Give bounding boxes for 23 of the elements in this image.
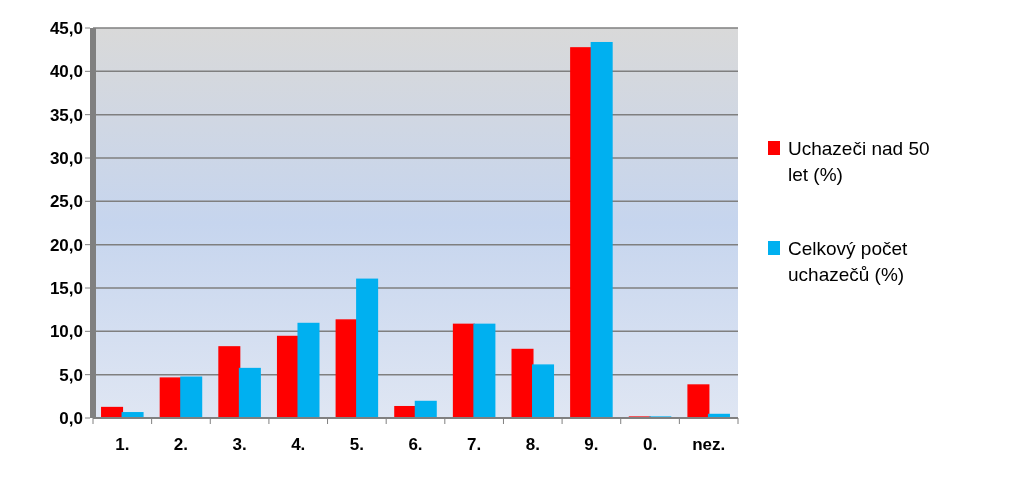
- legend-label: Celkový počet uchazečů (%): [788, 237, 909, 285]
- y-tick-label: 30,0: [49, 148, 83, 168]
- x-tick-label: 6.: [408, 435, 423, 454]
- y-tick-label: 35,0: [49, 105, 83, 125]
- x-tick-label: 3.: [232, 435, 247, 454]
- x-tick-label: 4.: [291, 435, 306, 454]
- x-tick-label: 7.: [467, 435, 482, 454]
- y-tick-label: 20,0: [49, 235, 83, 255]
- x-tick-label: 9.: [584, 435, 599, 454]
- y-tick-label: 5,0: [59, 365, 83, 385]
- y-tick-label: 25,0: [49, 192, 83, 212]
- legend-label: Uchazeči nad 50 let (%): [788, 137, 930, 185]
- y-tick-label: 15,0: [49, 278, 83, 298]
- x-tick-label: 5.: [349, 435, 364, 454]
- x-tick-label: 0.: [642, 435, 658, 454]
- x-tick-label: 1.: [115, 435, 130, 454]
- y-tick-label: 10,0: [49, 322, 83, 342]
- y-tick-label: 45,0: [49, 18, 83, 38]
- y-tick-label: 0,0: [59, 408, 83, 428]
- x-tick-label: nez.: [692, 435, 726, 454]
- x-tick-label: 8.: [525, 435, 540, 454]
- y-tick-label: 40,0: [49, 62, 83, 82]
- x-tick-label: 2.: [173, 435, 189, 454]
